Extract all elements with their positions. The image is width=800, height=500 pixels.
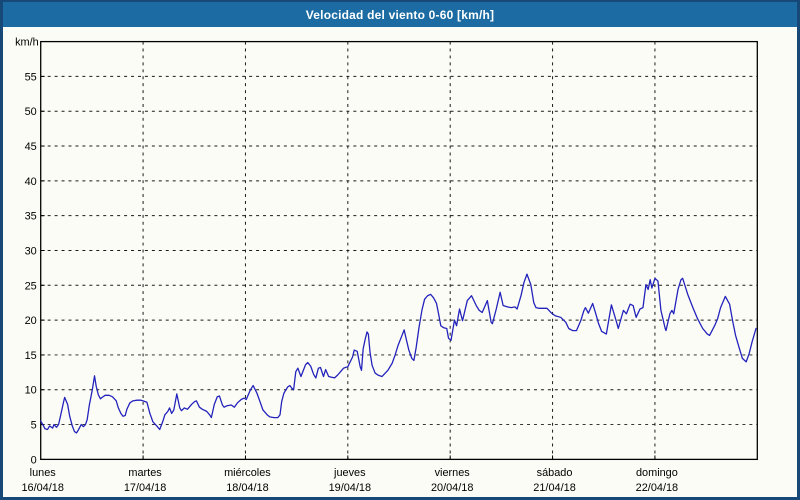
plot-border: [40, 40, 758, 461]
window-title-bar: Velocidad del viento 0-60 [km/h]: [3, 2, 797, 27]
y-tick-label: 15: [25, 350, 37, 362]
y-tick-label: 0: [31, 454, 37, 466]
day-date-label: 16/04/18: [21, 482, 63, 494]
day-name-label: miércoles: [224, 467, 271, 479]
day-date-label: 21/04/18: [533, 482, 575, 494]
y-tick-label: 5: [31, 420, 37, 432]
day-name-label: jueves: [333, 467, 366, 479]
y-tick-label: 45: [25, 141, 37, 153]
day-date-label: 20/04/18: [431, 482, 473, 494]
y-tick-label: 20: [25, 315, 37, 327]
wind-speed-chart: 0 5 10 15 20 25 30 35 40 45 50 55 km/h lunes 16/04/18 m…: [15, 37, 758, 494]
day-name-label: lunes: [30, 467, 57, 479]
y-tick-label: 55: [25, 71, 37, 83]
day-name-label: domingo: [636, 467, 678, 479]
day-name-label: viernes: [435, 467, 471, 479]
y-tick-label: 30: [25, 245, 37, 257]
day-name-label: sábado: [537, 467, 573, 479]
y-tick-label: 40: [25, 176, 37, 188]
day-date-label: 18/04/18: [226, 482, 268, 494]
window-title: Velocidad del viento 0-60 [km/h]: [305, 7, 495, 22]
y-tick-label: 50: [25, 106, 37, 118]
day-date-label: 17/04/18: [124, 482, 166, 494]
day-name-label: martes: [128, 467, 162, 479]
day-date-label: 19/04/18: [329, 482, 371, 494]
y-tick-label: 25: [25, 280, 37, 292]
y-tick-label: 35: [25, 211, 37, 223]
y-tick-label: 10: [25, 385, 37, 397]
day-date-label: 22/04/18: [636, 482, 678, 494]
y-axis-unit-label: km/h: [15, 37, 39, 49]
wind-speed-line: [40, 273, 757, 434]
